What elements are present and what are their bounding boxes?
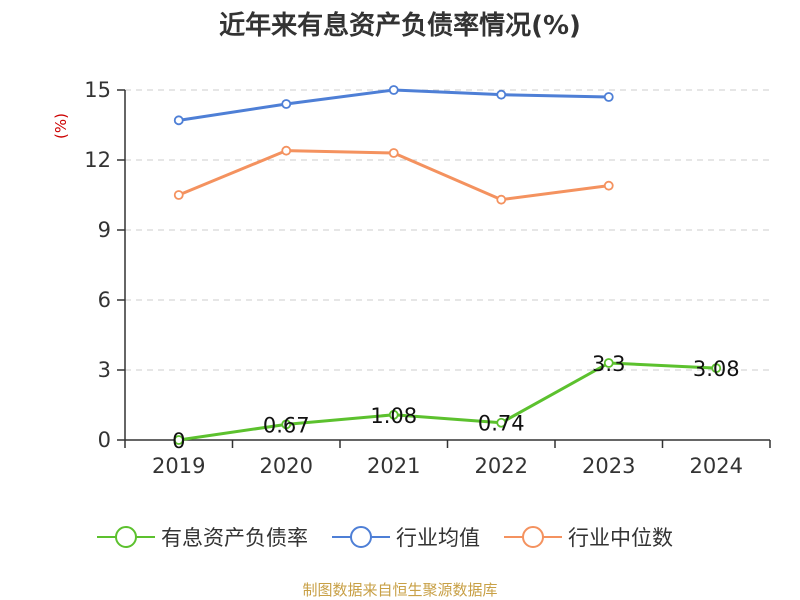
data-point xyxy=(603,180,614,191)
y-tick-label: 0 xyxy=(98,428,111,452)
data-point xyxy=(281,99,292,109)
x-tick-label: 2019 xyxy=(152,454,205,478)
data-label: 0.67 xyxy=(263,413,310,437)
x-tick-label: 2020 xyxy=(260,454,313,478)
series-layer xyxy=(173,85,722,445)
legend-item[interactable]: 行业中位数 xyxy=(504,526,673,550)
series-line xyxy=(178,149,609,202)
data-label: 3.08 xyxy=(693,357,740,381)
legend-item[interactable]: 行业均值 xyxy=(332,526,480,550)
data-point xyxy=(603,358,614,368)
data-point xyxy=(388,85,399,95)
y-tick-label: 3 xyxy=(98,358,111,382)
legend-label: 行业中位数 xyxy=(568,526,673,550)
x-tick-label: 2023 xyxy=(582,454,635,478)
data-point xyxy=(173,190,184,200)
legend-label: 有息资产负债率 xyxy=(161,526,308,550)
source-note: 制图数据来自恒生聚源数据库 xyxy=(302,581,497,599)
data-point xyxy=(173,115,184,126)
data-point xyxy=(496,417,507,428)
data-labels: 0 0.67 1.08 0.74 3.3 3.08 xyxy=(172,352,740,453)
y-tick-label: 6 xyxy=(98,288,111,312)
data-label: 1.08 xyxy=(370,404,417,428)
legend-item[interactable]: 有息资产负债率 xyxy=(97,526,308,550)
data-label: 3.3 xyxy=(592,352,625,376)
data-point xyxy=(281,419,292,430)
x-tick-label: 2024 xyxy=(690,454,743,478)
data-label: 0.74 xyxy=(478,412,525,436)
data-point xyxy=(603,92,614,102)
data-point xyxy=(711,363,722,374)
series-line xyxy=(178,361,717,442)
y-tick-label: 12 xyxy=(84,148,111,172)
legend-label: 行业均值 xyxy=(396,526,480,550)
data-point xyxy=(173,435,184,445)
legend-marker-icon xyxy=(115,526,137,548)
y-axis-unit: (%) xyxy=(52,113,70,139)
data-point xyxy=(496,194,507,205)
legend-marker-icon xyxy=(350,526,372,548)
x-tick-label: 2022 xyxy=(475,454,528,478)
data-point xyxy=(281,145,292,156)
x-tick-label: 2021 xyxy=(367,454,420,478)
data-point xyxy=(496,89,507,100)
legend-marker-icon xyxy=(522,526,544,548)
data-label: 0 xyxy=(172,429,185,453)
y-tick-label: 15 xyxy=(84,78,111,102)
grid-lines xyxy=(125,89,770,371)
data-point xyxy=(388,148,399,158)
y-tick-label: 9 xyxy=(98,218,111,242)
data-point xyxy=(388,409,399,420)
chart-title: 近年来有息资产负债率情况(%) xyxy=(219,10,581,41)
legend: 有息资产负债率 行业均值 行业中位数 xyxy=(97,526,673,550)
axes: 0 3 6 9 12 15 2019 2020 2021 2022 2023 2024 xyxy=(84,78,771,478)
